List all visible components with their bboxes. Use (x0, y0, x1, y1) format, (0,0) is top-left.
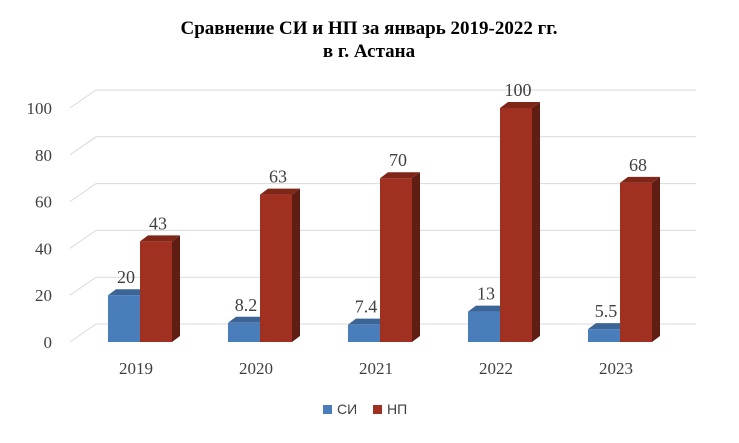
data-label: 68 (629, 155, 647, 175)
chart-title-line-2: в г. Астана (323, 41, 416, 62)
x-tick-label: 2023 (599, 359, 633, 378)
bar-front-face (620, 182, 652, 342)
legend-swatch (323, 405, 332, 414)
bar-top-face (588, 323, 628, 330)
legend-label: НП (387, 401, 407, 417)
bar-НП-2020 (260, 188, 300, 342)
data-label: 20 (117, 267, 135, 287)
gridline (69, 89, 696, 109)
legend-item-СИ: СИ (323, 401, 357, 417)
y-tick-label: 60 (35, 193, 52, 212)
bar-side-face (652, 176, 660, 342)
gridline (69, 183, 696, 203)
x-tick-label: 2021 (359, 359, 393, 378)
bar-top-face (348, 318, 388, 325)
x-tick-label: 2020 (239, 359, 273, 378)
y-tick-label: 40 (35, 239, 52, 258)
data-label: 5.5 (595, 301, 618, 321)
gridline (69, 136, 696, 156)
bar-front-face (468, 311, 500, 342)
data-label: 100 (505, 80, 532, 100)
data-label: 70 (389, 150, 407, 170)
data-labels: 20 43 8.2 63 7.4 70 13 100 5.5 68 (117, 80, 647, 321)
bar-top-face (108, 289, 148, 296)
bar-front-face (588, 329, 620, 342)
bar-front-face (140, 241, 172, 342)
bar-front-face (348, 324, 380, 342)
x-axis-ticks: 2019 2020 2021 2022 2023 (119, 359, 633, 378)
bar-top-face (228, 316, 268, 323)
bar-НП-2019 (140, 235, 180, 342)
data-label: 13 (477, 284, 495, 304)
legend-swatch (373, 405, 382, 414)
bar-НП-2022 (500, 102, 540, 342)
bar-side-face (412, 172, 420, 342)
bar-front-face (260, 194, 292, 342)
bar-top-face (140, 235, 180, 242)
gridline (69, 276, 696, 296)
legend-item-НП: НП (373, 401, 407, 417)
y-tick-label: 100 (27, 99, 53, 118)
bar-side-face (532, 102, 540, 342)
bar-НП-2021 (380, 172, 420, 342)
data-label: 7.4 (355, 297, 378, 317)
bar-front-face (500, 108, 532, 342)
bar-top-face (380, 172, 420, 179)
bar-side-face (292, 188, 300, 342)
bar-top-face (500, 102, 540, 108)
bar-front-face (108, 295, 140, 342)
chart-title-line-1: Сравнение СИ и НП за январь 2019-2022 гг… (181, 18, 558, 39)
x-tick-label: 2019 (119, 359, 153, 378)
data-label: 8.2 (235, 295, 258, 315)
legend: СИ НП (323, 401, 407, 417)
data-label: 63 (269, 167, 287, 187)
y-tick-label: 20 (35, 286, 52, 305)
gridline (69, 229, 696, 249)
bar-side-face (172, 235, 180, 342)
y-axis-ticks: 0 20 40 60 80 100 (27, 99, 53, 352)
bar-top-face (260, 188, 300, 195)
data-label: 43 (149, 213, 167, 233)
bar-НП-2023 (620, 176, 660, 342)
y-tick-label: 80 (35, 146, 52, 165)
bar-top-face (620, 176, 660, 183)
bars (108, 102, 660, 342)
legend-label: СИ (337, 401, 357, 417)
x-tick-label: 2022 (479, 359, 513, 378)
bar-front-face (228, 322, 260, 342)
bar-front-face (380, 178, 412, 342)
bar-top-face (468, 305, 508, 312)
y-tick-label: 0 (44, 333, 53, 352)
